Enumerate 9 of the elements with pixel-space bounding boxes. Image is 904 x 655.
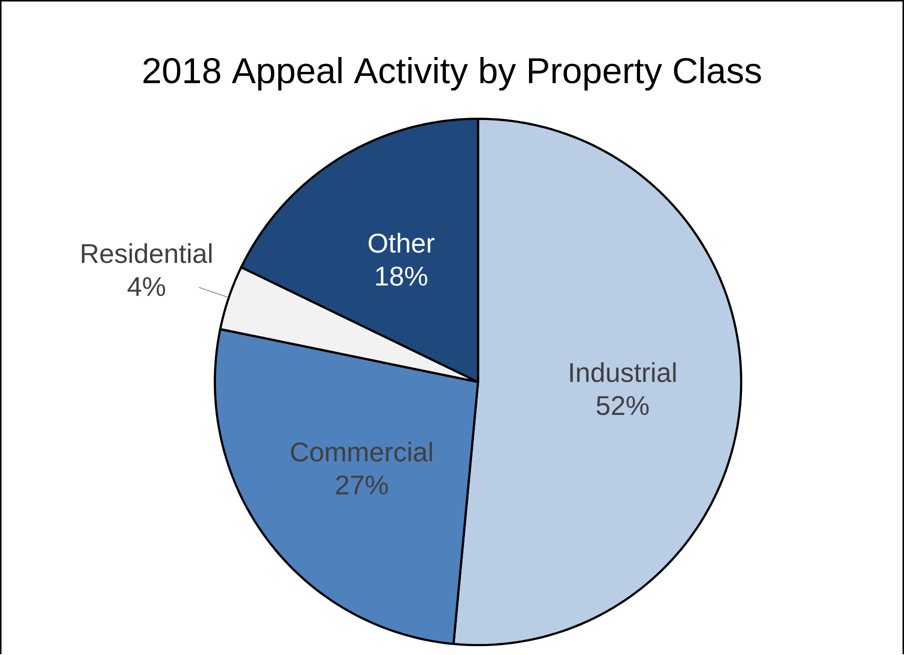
slice-label: Other bbox=[368, 232, 434, 253]
chart-title: 2018 Appeal Activity by Property Class bbox=[143, 57, 761, 91]
data-label: 27% bbox=[336, 476, 388, 495]
data-label: 4% bbox=[128, 277, 166, 296]
data-label: 18% bbox=[376, 266, 428, 286]
slice-label: Commercial bbox=[291, 442, 432, 462]
slice-label: Industrial bbox=[570, 362, 676, 382]
slice-label: Residential bbox=[82, 243, 212, 264]
data-label: 52% bbox=[596, 396, 649, 416]
